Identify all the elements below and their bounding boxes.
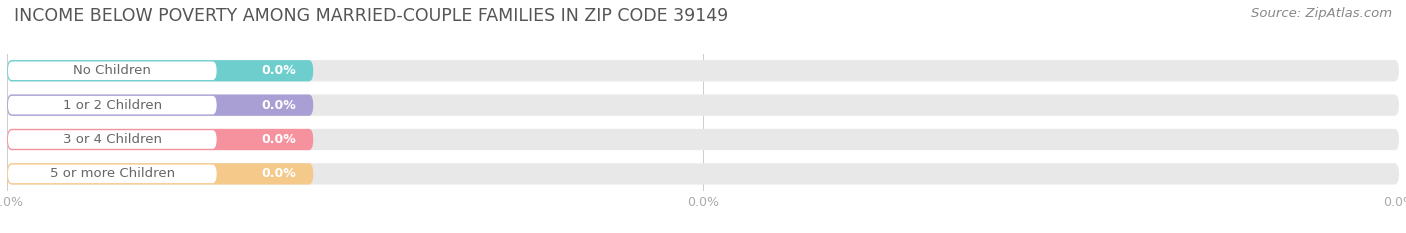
FancyBboxPatch shape <box>8 62 217 80</box>
Text: INCOME BELOW POVERTY AMONG MARRIED-COUPLE FAMILIES IN ZIP CODE 39149: INCOME BELOW POVERTY AMONG MARRIED-COUPL… <box>14 7 728 25</box>
Text: 3 or 4 Children: 3 or 4 Children <box>63 133 162 146</box>
FancyBboxPatch shape <box>7 163 1399 185</box>
Text: 0.0%: 0.0% <box>262 133 297 146</box>
FancyBboxPatch shape <box>7 129 314 150</box>
Text: Source: ZipAtlas.com: Source: ZipAtlas.com <box>1251 7 1392 20</box>
FancyBboxPatch shape <box>8 130 217 149</box>
FancyBboxPatch shape <box>7 163 314 185</box>
FancyBboxPatch shape <box>7 60 1399 81</box>
Text: No Children: No Children <box>73 64 152 77</box>
FancyBboxPatch shape <box>7 129 1399 150</box>
Text: 1 or 2 Children: 1 or 2 Children <box>63 99 162 112</box>
Text: 0.0%: 0.0% <box>262 99 297 112</box>
FancyBboxPatch shape <box>7 95 1399 116</box>
Text: 0.0%: 0.0% <box>262 167 297 180</box>
FancyBboxPatch shape <box>8 96 217 114</box>
FancyBboxPatch shape <box>8 164 217 183</box>
Text: 0.0%: 0.0% <box>262 64 297 77</box>
FancyBboxPatch shape <box>7 95 314 116</box>
Text: 5 or more Children: 5 or more Children <box>49 167 174 180</box>
FancyBboxPatch shape <box>7 60 314 81</box>
